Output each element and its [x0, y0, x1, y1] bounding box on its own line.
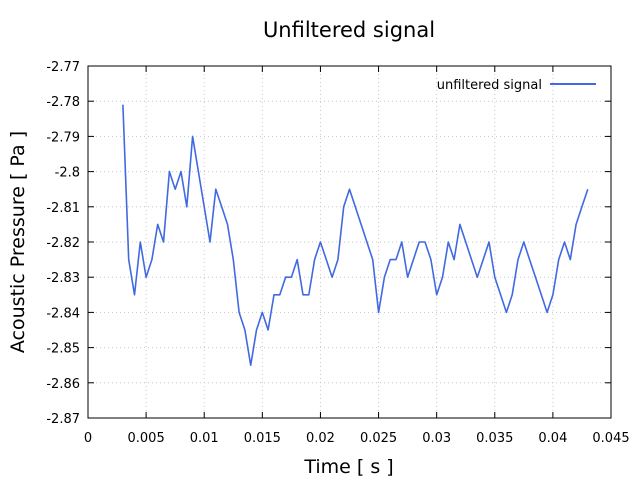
y-axis-label: Acoustic Pressure [ Pa ] [7, 131, 29, 353]
y-tick-label: -2.81 [46, 201, 80, 216]
plot-frame [87, 65, 612, 419]
y-tick-label: -2.83 [46, 271, 80, 286]
axis-ticks: 0 0.005 0.01 0.015 0.02 0.025 0.03 0.035 0.04 0.0… [46, 60, 629, 446]
chart-title: Unfiltered signal [263, 18, 435, 42]
y-tick-label: -2.77 [46, 60, 80, 75]
series-layer [122, 104, 589, 367]
y-tick-label: -2.79 [46, 130, 80, 145]
grid [88, 66, 611, 418]
x-axis-label: Time [ s ] [303, 456, 393, 478]
x-tick-label: 0.04 [538, 431, 567, 446]
x-tick-label: 0.005 [128, 431, 165, 446]
x-tick-label: 0.045 [592, 431, 629, 446]
y-tick-label: -2.87 [46, 412, 80, 427]
x-tick-label: 0.02 [306, 431, 335, 446]
series-line-unfiltered-signal [122, 104, 589, 367]
y-tick-label: -2.8 [55, 166, 80, 181]
y-tick-label: -2.84 [46, 306, 80, 321]
y-tick-label: -2.82 [46, 236, 80, 251]
x-tick-label: 0.01 [190, 431, 219, 446]
y-tick-label: -2.85 [46, 342, 80, 357]
y-tick-label: -2.78 [46, 95, 80, 110]
x-tick-label: 0.035 [476, 431, 513, 446]
x-tick-label: 0.03 [422, 431, 451, 446]
legend-label: unfiltered signal [437, 78, 542, 93]
x-tick-label: 0.015 [244, 431, 281, 446]
legend: unfiltered signal [437, 78, 596, 93]
y-tick-label: -2.86 [46, 377, 80, 392]
x-tick-label: 0 [84, 431, 92, 446]
x-tick-label: 0.025 [360, 431, 397, 446]
